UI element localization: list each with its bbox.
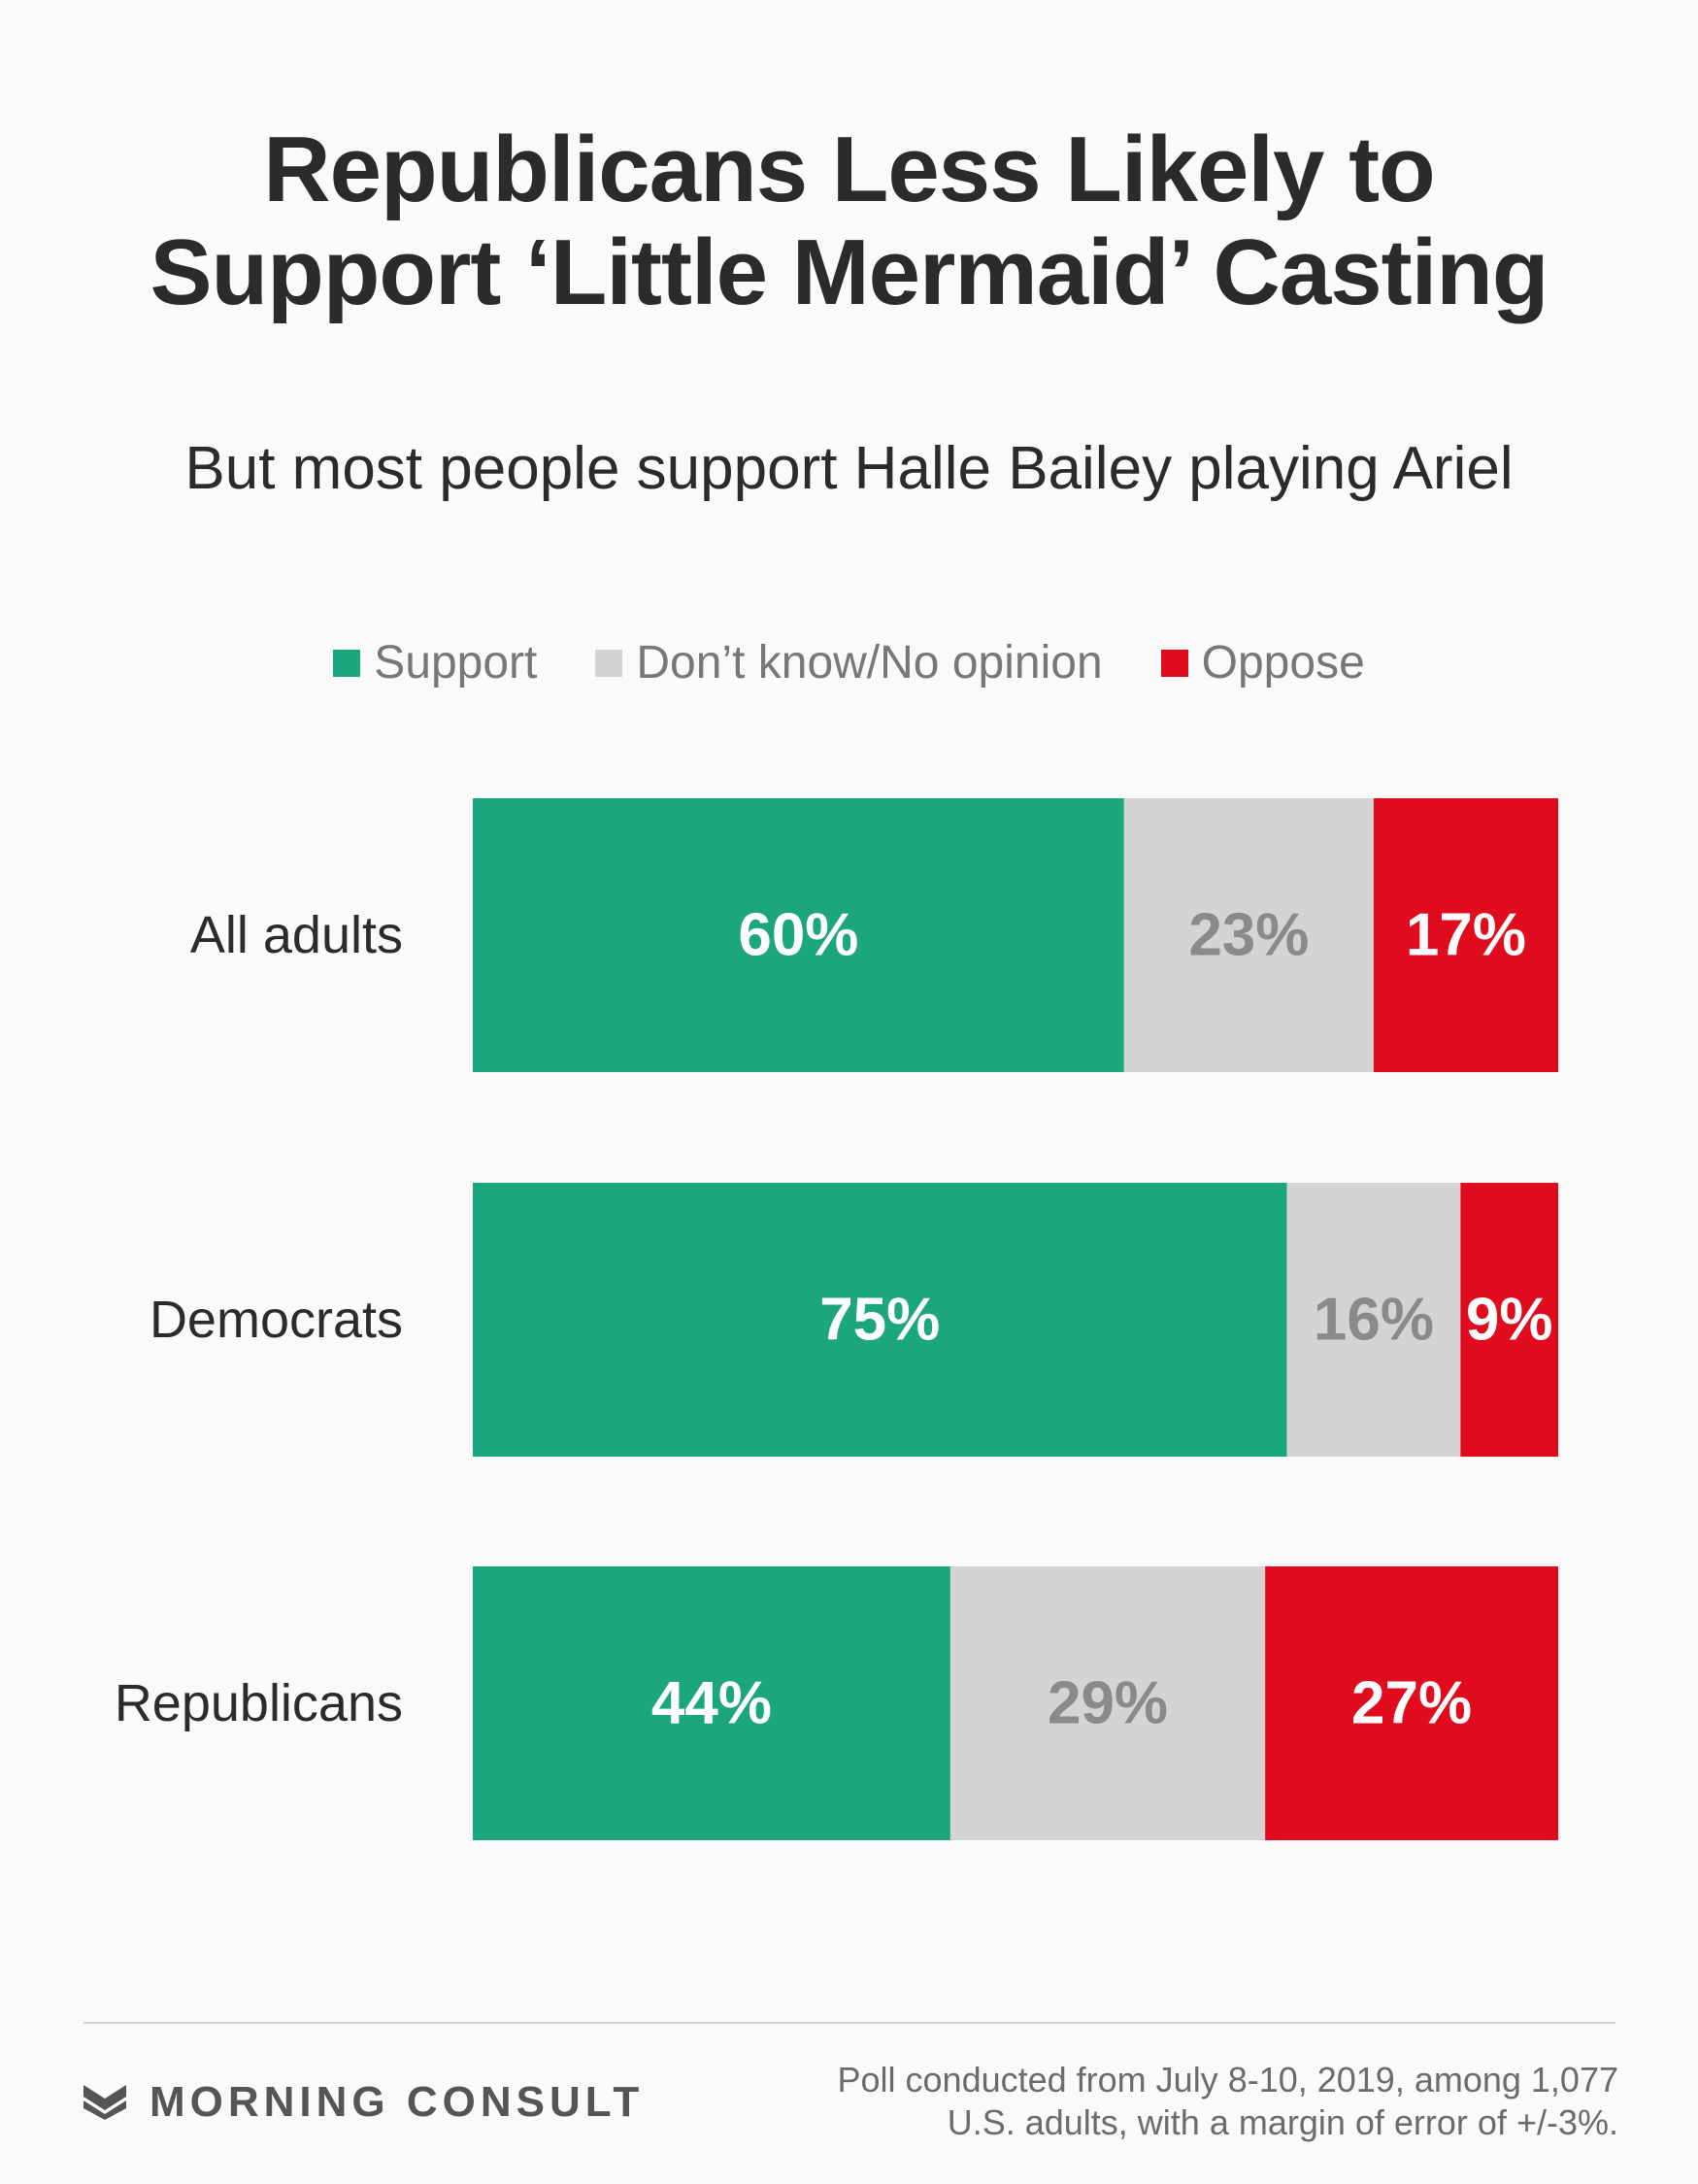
brand: MORNING CONSULT	[83, 2078, 644, 2127]
legend-label: Support	[374, 637, 538, 689]
data-label: 27%	[1351, 1670, 1472, 1737]
data-label: 16%	[1314, 1287, 1434, 1354]
bar-segment	[1123, 798, 1374, 1072]
brand-name: MORNING CONSULT	[150, 2078, 645, 2126]
data-label: 60%	[738, 902, 858, 969]
chart-title-line-1: Republicans Less Likely to	[263, 118, 1435, 221]
chart-subtitle: But most people support Halle Bailey pla…	[184, 435, 1514, 502]
bar-segment	[473, 798, 1124, 1072]
data-label: 44%	[651, 1670, 772, 1737]
bar-segment	[473, 1566, 950, 1840]
legend-swatch	[1160, 650, 1188, 677]
data-label: 29%	[1048, 1670, 1168, 1737]
bar-segment	[949, 1566, 1266, 1840]
data-label: 75%	[819, 1287, 940, 1354]
category-label: All adults	[190, 906, 403, 964]
bar-segment	[473, 1183, 1287, 1457]
category-label: Republicans	[115, 1674, 403, 1732]
bar-segment	[1373, 798, 1558, 1072]
footnote-line-2: U.S. adults, with a margin of error of +…	[947, 2102, 1618, 2142]
bar-segment	[1286, 1183, 1461, 1457]
stacked-bar-chart: All adults 60% 23% 17% Democrats 75% 16% 9% Repu…	[115, 798, 1558, 1840]
legend: Support Don’t know/No opinion Oppose	[0, 636, 1698, 690]
legend-swatch	[595, 650, 623, 677]
footnote-line-1: Poll conducted from July 8-10, 2019, amo…	[837, 2060, 1619, 2100]
legend-item: Oppose	[1160, 636, 1365, 690]
chart-title: Republicans Less Likely to Support ‘Litt…	[0, 118, 1698, 324]
bar-segment	[1460, 1183, 1558, 1457]
legend-label: Don’t know/No opinion	[636, 637, 1103, 689]
legend-label: Oppose	[1201, 637, 1365, 689]
bar-segment	[1265, 1566, 1558, 1840]
footnote: Poll conducted from July 8-10, 2019, amo…	[745, 2059, 1619, 2144]
legend-item: Don’t know/No opinion	[595, 636, 1103, 690]
footer-divider	[83, 2022, 1615, 2024]
data-label: 23%	[1188, 902, 1309, 969]
category-label: Democrats	[150, 1291, 403, 1349]
data-label: 9%	[1466, 1287, 1553, 1354]
morning-consult-logo-icon	[83, 2085, 126, 2120]
legend-swatch	[333, 650, 361, 677]
chart-title-line-2: Support ‘Little Mermaid’ Casting	[150, 220, 1548, 324]
legend-item: Support	[333, 636, 537, 690]
data-label: 17%	[1406, 902, 1526, 969]
